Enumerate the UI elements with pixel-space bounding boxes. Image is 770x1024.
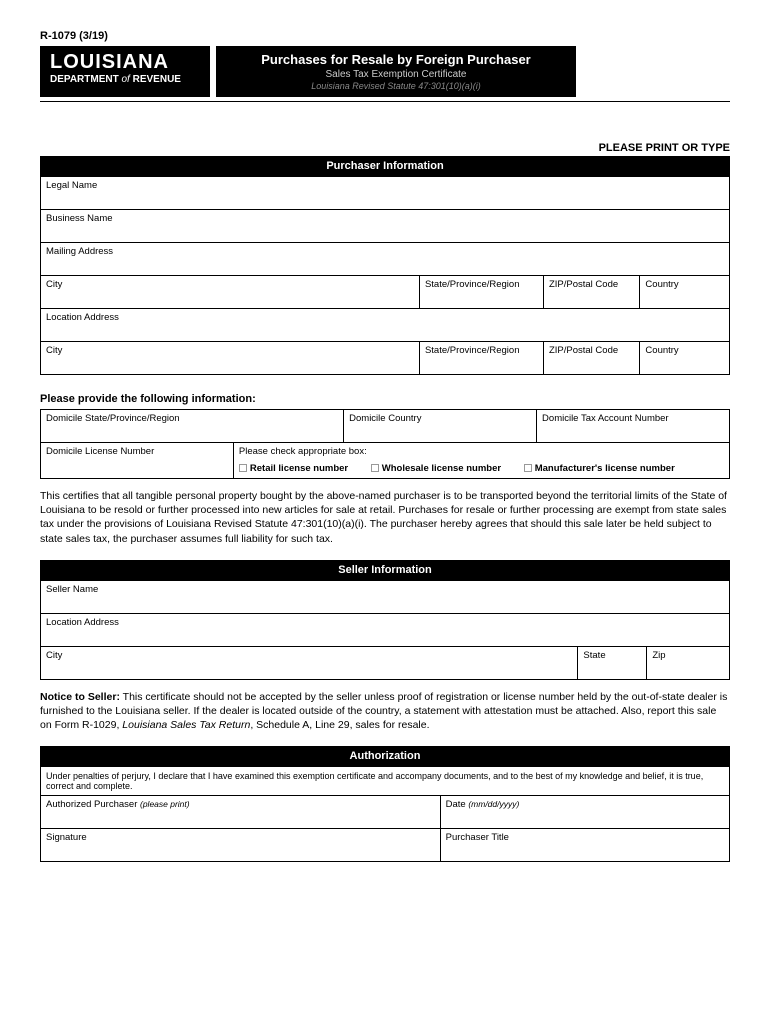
notice-text: Notice to Seller: This certificate shoul…	[40, 690, 730, 733]
domicile-table: Domicile State/Province/Region Domicile …	[40, 409, 730, 479]
auth-header: Authorization	[40, 746, 730, 766]
location-address-field[interactable]: Location Address	[41, 309, 730, 342]
header-bar: LOUISIANA DEPARTMENT of REVENUE Purchase…	[40, 46, 730, 97]
location-zip-field[interactable]: ZIP/Postal Code	[543, 342, 639, 375]
license-type-cell: Please check appropriate box: Retail lic…	[233, 443, 729, 479]
certification-text: This certifies that all tangible persona…	[40, 489, 730, 546]
domicile-country-field[interactable]: Domicile Country	[344, 410, 537, 443]
dept-line: DEPARTMENT of REVENUE	[50, 74, 200, 85]
seller-state-field[interactable]: State	[578, 646, 647, 679]
header-rule	[40, 101, 730, 102]
domicile-license-field[interactable]: Domicile License Number	[41, 443, 234, 479]
check-prompt: Please check appropriate box:	[239, 446, 724, 457]
mailing-country-field[interactable]: Country	[640, 276, 730, 309]
purchaser-header: Purchaser Information	[40, 156, 730, 176]
mailing-city-field[interactable]: City	[41, 276, 420, 309]
domicile-heading: Please provide the following information…	[40, 393, 730, 405]
location-city-field[interactable]: City	[41, 342, 420, 375]
seller-location-field[interactable]: Location Address	[41, 613, 730, 646]
legal-name-field[interactable]: Legal Name	[41, 177, 730, 210]
mailing-zip-field[interactable]: ZIP/Postal Code	[543, 276, 639, 309]
seller-name-field[interactable]: Seller Name	[41, 580, 730, 613]
seller-city-field[interactable]: City	[41, 646, 578, 679]
mailing-address-field[interactable]: Mailing Address	[41, 243, 730, 276]
title-block: Purchases for Resale by Foreign Purchase…	[216, 46, 576, 97]
manufacturer-checkbox[interactable]: Manufacturer's license number	[524, 463, 675, 474]
purchaser-table: Legal Name Business Name Mailing Address…	[40, 176, 730, 375]
dept-logo: LOUISIANA DEPARTMENT of REVENUE	[40, 46, 210, 97]
location-country-field[interactable]: Country	[640, 342, 730, 375]
purchaser-title-field[interactable]: Purchaser Title	[440, 829, 729, 862]
business-name-field[interactable]: Business Name	[41, 210, 730, 243]
wholesale-checkbox[interactable]: Wholesale license number	[371, 463, 501, 474]
retail-checkbox[interactable]: Retail license number	[239, 463, 348, 474]
title-sub: Sales Tax Exemption Certificate	[226, 69, 566, 80]
notice-label: Notice to Seller:	[40, 691, 120, 703]
title-main: Purchases for Resale by Foreign Purchase…	[226, 52, 566, 67]
auth-purchaser-field[interactable]: Authorized Purchaser (please print)	[41, 796, 441, 829]
signature-field[interactable]: Signature	[41, 829, 441, 862]
print-or-type: PLEASE PRINT OR TYPE	[40, 142, 730, 154]
seller-header: Seller Information	[40, 560, 730, 580]
seller-table: Seller Name Location Address City State …	[40, 580, 730, 680]
auth-date-field[interactable]: Date (mm/dd/yyyy)	[440, 796, 729, 829]
seller-zip-field[interactable]: Zip	[647, 646, 730, 679]
location-state-field[interactable]: State/Province/Region	[419, 342, 543, 375]
title-statute: Louisiana Revised Statute 47:301(10)(a)(…	[226, 81, 566, 91]
mailing-state-field[interactable]: State/Province/Region	[419, 276, 543, 309]
auth-statement: Under penalties of perjury, I declare th…	[41, 767, 730, 796]
domicile-state-field[interactable]: Domicile State/Province/Region	[41, 410, 344, 443]
state-name: LOUISIANA	[50, 52, 200, 72]
auth-table: Under penalties of perjury, I declare th…	[40, 766, 730, 862]
form-number: R-1079 (3/19)	[40, 30, 730, 42]
domicile-tax-account-field[interactable]: Domicile Tax Account Number	[537, 410, 730, 443]
